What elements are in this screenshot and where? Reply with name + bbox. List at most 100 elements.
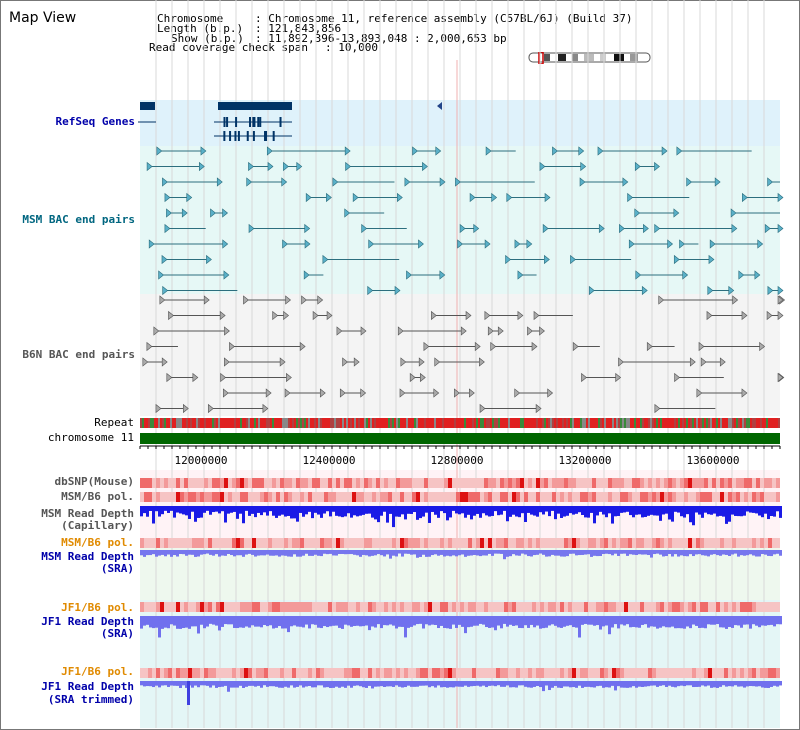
msm-read-depth-capillary-label[interactable]: MSM Read Depth: [41, 507, 134, 520]
repeat-segment: [320, 418, 322, 428]
repeat-segment: [682, 418, 684, 428]
read-depth-bar: [455, 506, 458, 514]
polymorphism-cell: [140, 668, 144, 678]
polymorphism-cell: [752, 538, 756, 548]
read-depth-bar: [260, 616, 263, 628]
polymorphism-cell: [492, 478, 496, 488]
repeat-segment: [172, 418, 174, 428]
jf1-read-depth-trimmed-label[interactable]: JF1 Read Depth: [41, 680, 134, 693]
b6n-bac-end: [497, 326, 504, 336]
repeat-segment: [566, 418, 568, 428]
jf1-b6-pol-2-label[interactable]: JF1/B6 pol.: [61, 665, 134, 678]
repeat-segment: [312, 418, 314, 428]
msm-bac-end: [473, 223, 480, 234]
coverage-span-label: Read coverage check span: [149, 41, 308, 54]
repeat-segment: [436, 418, 438, 428]
polymorphism-cell: [440, 668, 444, 678]
polymorphism-cell: [192, 602, 196, 612]
read-depth-bar: [290, 550, 293, 557]
polymorphism-cell: [760, 602, 764, 612]
polymorphism-cell: [172, 602, 176, 612]
polymorphism-cell: [744, 538, 748, 548]
read-depth-bar: [245, 550, 248, 555]
read-depth-bar: [755, 616, 758, 626]
repeat-segment: [474, 418, 476, 428]
msm-bac-end: [542, 223, 549, 234]
polymorphism-cell: [304, 478, 308, 488]
polymorphism-cell: [380, 602, 384, 612]
repeat-segment: [352, 418, 354, 428]
repeat-segment: [318, 418, 320, 428]
msm-bac-end: [248, 223, 255, 234]
read-depth-bar: [347, 506, 350, 514]
read-depth-bar: [758, 506, 761, 516]
polymorphism-cell: [772, 538, 776, 548]
jf1-read-depth-sra-label[interactable]: JF1 Read Depth: [41, 615, 134, 628]
polymorphism-cell: [564, 668, 568, 678]
read-depth-bar: [227, 681, 230, 692]
polymorphism-cell: [236, 492, 240, 502]
polymorphism-cell: [676, 478, 680, 488]
polymorphism-cell: [640, 602, 644, 612]
polymorphism-cell: [540, 668, 544, 678]
polymorphism-cell: [476, 492, 480, 502]
polymorphism-cell: [664, 602, 668, 612]
read-depth-bar: [230, 506, 233, 513]
read-depth-bar: [239, 681, 242, 686]
msm-bac-end: [484, 239, 491, 249]
msm-bac-end: [635, 270, 642, 280]
read-depth-bar: [623, 681, 626, 688]
read-depth-bar: [443, 506, 446, 514]
polymorphism-cell: [628, 538, 632, 548]
axis-tick-label: 13200000: [558, 454, 612, 467]
polymorphism-cell: [488, 602, 492, 612]
polymorphism-cell: [160, 668, 164, 678]
polymorphism-cell: [684, 538, 688, 548]
read-depth-bar: [530, 616, 533, 625]
polymorphism-cell: [556, 538, 560, 548]
refseq-genes-label[interactable]: RefSeq Genes: [55, 115, 135, 128]
read-depth-bar: [689, 506, 692, 523]
polymorphism-cell: [644, 492, 648, 502]
read-depth-bar: [230, 681, 233, 688]
msm-bac-end-pairs-label[interactable]: MSM BAC end pairs: [22, 213, 135, 226]
polymorphism-cell: [680, 602, 684, 612]
msm-b6-pol-label[interactable]: MSM/B6 pol.: [61, 490, 134, 503]
msm-bac-end: [738, 270, 745, 280]
polymorphism-cell: [512, 602, 516, 612]
read-depth-bar: [746, 550, 749, 556]
read-depth-bar: [359, 506, 362, 516]
read-depth-bar: [362, 550, 365, 555]
dbsnp-label[interactable]: dbSNP(Mouse): [54, 475, 134, 488]
msm-bac-end: [764, 223, 771, 234]
polymorphism-cell: [384, 478, 388, 488]
jf1-b6-pol-label[interactable]: JF1/B6 pol.: [61, 601, 134, 614]
read-depth-bar: [422, 506, 425, 517]
polymorphism-cell: [500, 538, 504, 548]
b6n-bac-end: [336, 326, 343, 336]
repeat-segment: [596, 418, 598, 428]
msm-bac-end: [777, 223, 784, 234]
msm-b6-pol-2-label[interactable]: MSM/B6 pol.: [61, 536, 134, 549]
msm-bac-end: [506, 192, 513, 203]
msm-read-depth-sra-label[interactable]: MSM Read Depth: [41, 550, 134, 563]
polymorphism-cell: [156, 668, 160, 678]
read-depth-bar: [212, 616, 215, 625]
read-depth-bar: [149, 616, 152, 628]
read-depth-bar: [260, 681, 263, 688]
polymorphism-cell: [188, 492, 192, 502]
polymorphism-cell: [608, 538, 612, 548]
polymorphism-cell: [724, 492, 728, 502]
read-depth-bar: [269, 616, 272, 626]
read-depth-bar: [197, 550, 200, 557]
read-depth-bar: [599, 616, 602, 630]
polymorphism-cell: [768, 478, 772, 488]
polymorphism-cell: [336, 538, 340, 548]
read-depth-bar: [464, 550, 467, 557]
b6n-bac-end-pairs-label[interactable]: B6N BAC end pairs: [22, 348, 135, 361]
gene-block: [218, 102, 292, 110]
read-depth-bar: [425, 616, 428, 625]
read-depth-bar: [473, 681, 476, 686]
